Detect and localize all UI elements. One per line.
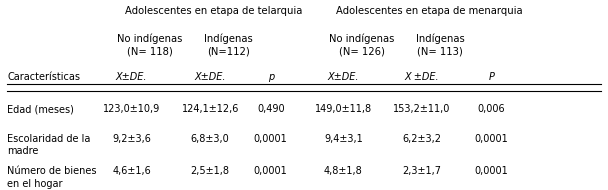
Text: Adolescentes en etapa de menarquia: Adolescentes en etapa de menarquia [336, 6, 523, 16]
Text: Adolescentes en etapa de telarquia: Adolescentes en etapa de telarquia [125, 6, 302, 16]
Text: 6,2±3,2: 6,2±3,2 [402, 134, 441, 144]
Text: 0,0001: 0,0001 [254, 134, 288, 144]
Text: p: p [268, 72, 274, 82]
Text: 149,0±11,8: 149,0±11,8 [315, 105, 372, 115]
Text: 9,4±3,1: 9,4±3,1 [324, 134, 363, 144]
Text: 0,0001: 0,0001 [475, 134, 508, 144]
Text: Indígenas
(N=112): Indígenas (N=112) [204, 34, 253, 57]
Text: X±DE.: X±DE. [116, 72, 147, 82]
Text: No indígenas
(N= 118): No indígenas (N= 118) [117, 34, 182, 57]
Text: Escolaridad de la
madre: Escolaridad de la madre [7, 134, 91, 156]
Text: 2,3±1,7: 2,3±1,7 [402, 166, 441, 176]
Text: No indígenas
(N= 126): No indígenas (N= 126) [329, 34, 394, 57]
Text: 2,5±1,8: 2,5±1,8 [191, 166, 230, 176]
Text: 0,0001: 0,0001 [475, 166, 508, 176]
Text: X±DE.: X±DE. [328, 72, 359, 82]
Text: Número de bienes
en el hogar: Número de bienes en el hogar [7, 166, 97, 189]
Text: 123,0±10,9: 123,0±10,9 [103, 105, 160, 115]
Text: 6,8±3,0: 6,8±3,0 [191, 134, 230, 144]
Text: 9,2±3,6: 9,2±3,6 [112, 134, 151, 144]
Text: 0,490: 0,490 [257, 105, 285, 115]
Text: Edad (meses): Edad (meses) [7, 105, 74, 115]
Text: X ±DE.: X ±DE. [405, 72, 440, 82]
Text: 124,1±12,6: 124,1±12,6 [182, 105, 239, 115]
Text: Características: Características [7, 72, 80, 82]
Text: Indígenas
(N= 113): Indígenas (N= 113) [416, 34, 465, 57]
Text: 4,6±1,6: 4,6±1,6 [112, 166, 151, 176]
Text: 0,0001: 0,0001 [254, 166, 288, 176]
Text: X±DE.: X±DE. [195, 72, 226, 82]
Text: 153,2±11,0: 153,2±11,0 [393, 105, 451, 115]
Text: P: P [489, 72, 494, 82]
Text: 0,006: 0,006 [478, 105, 505, 115]
Text: 4,8±1,8: 4,8±1,8 [324, 166, 363, 176]
